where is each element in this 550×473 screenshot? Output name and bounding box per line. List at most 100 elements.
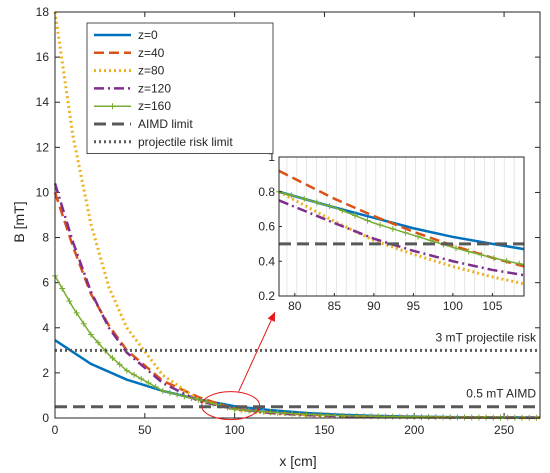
legend-marker-plus — [109, 103, 116, 110]
series-marker-plus — [310, 411, 317, 418]
series-marker-plus — [432, 414, 439, 421]
inset-y-tick-label: 0.6 — [258, 220, 275, 234]
inset-series-marker-plus — [516, 260, 523, 267]
series-marker-plus — [87, 331, 94, 338]
series-marker-plus — [281, 410, 288, 417]
legend-label-4: z=160 — [138, 99, 171, 113]
y-tick-label: 0 — [42, 411, 49, 425]
inset-x-tick-label: 100 — [443, 299, 463, 313]
inset-series-marker-plus — [490, 255, 497, 262]
series-marker-plus — [274, 409, 281, 416]
series-marker-plus — [253, 408, 260, 415]
series-marker-plus — [447, 414, 454, 421]
y-tick-label: 2 — [42, 366, 49, 380]
inset-y-tick-label: 0.2 — [258, 289, 275, 303]
series-marker-plus — [267, 409, 274, 416]
inset-x-tick-label: 90 — [367, 299, 381, 313]
series-marker-plus — [303, 411, 310, 418]
legend-label-2: z=80 — [138, 64, 165, 78]
inset-x-tick-label: 85 — [328, 299, 342, 313]
x-tick-label: 150 — [314, 423, 334, 437]
x-tick-label: 200 — [404, 423, 424, 437]
series-marker-plus — [66, 298, 73, 305]
series-marker-plus — [174, 391, 181, 398]
legend-label-5: AIMD limit — [138, 117, 193, 131]
series-marker-plus — [425, 414, 432, 421]
inset-background — [279, 157, 524, 296]
legend-label-3: z=120 — [138, 81, 171, 95]
y-axis-label: B [mT] — [11, 201, 27, 242]
series-marker-plus — [418, 413, 425, 420]
series-marker-plus — [166, 389, 173, 396]
series-marker-plus — [159, 387, 166, 394]
annotations: 3 mT projectile risk 0.5 mT AIMD — [436, 330, 537, 400]
highlight-arrowhead — [267, 312, 275, 322]
y-tick-label: 6 — [42, 276, 49, 290]
series-marker-plus — [382, 413, 389, 420]
series-marker-plus — [95, 339, 102, 346]
series-marker-plus — [375, 413, 382, 420]
series-marker-plus — [317, 411, 324, 418]
series-marker-plus — [468, 414, 475, 421]
series-marker-plus — [332, 412, 339, 419]
inset-series-marker-plus — [503, 257, 510, 264]
series-marker-plus — [389, 413, 396, 420]
inset-y-tick-label: 0.8 — [258, 185, 275, 199]
series-marker-plus — [260, 408, 267, 415]
inset-plot: 80 85 90 95 100 105 0.2 0.4 0.6 0.8 1 — [258, 150, 525, 313]
inset-series-marker-plus — [415, 233, 422, 240]
main-plot-area: 0 50 100 150 200 250 0 2 4 6 8 10 12 14 16 18 — [36, 5, 541, 437]
series-marker-plus — [210, 400, 217, 407]
series-marker-plus — [246, 407, 252, 414]
legend-label-1: z=40 — [138, 46, 165, 60]
inset-x-tick-label: 95 — [407, 299, 421, 313]
inset-series-marker-plus — [453, 245, 460, 252]
highlight-arrow — [238, 311, 276, 392]
series-marker-plus — [396, 413, 403, 420]
inset-series-marker-plus — [377, 221, 384, 228]
series-marker-plus — [138, 375, 145, 382]
series-marker-plus — [461, 414, 468, 421]
inset-series-marker-plus — [288, 192, 295, 199]
x-tick-label: 0 — [52, 423, 59, 437]
inset-series-marker-plus — [389, 225, 396, 232]
inset-series-marker-plus — [301, 195, 308, 202]
series-marker-plus — [109, 355, 116, 362]
series-marker-plus — [440, 414, 446, 421]
series-marker-plus — [59, 285, 66, 292]
y-tick-label: 8 — [42, 231, 49, 245]
inset-x-tick-label: 105 — [482, 299, 502, 313]
x-tick-label: 100 — [225, 423, 245, 437]
series-marker-plus — [145, 379, 152, 386]
inset-series-marker-plus — [402, 229, 409, 236]
legend-label-0: z=0 — [138, 28, 158, 42]
legend: z=0 z=40 z=80 z=120 z=160 AIMD limit projectil… — [86, 22, 274, 155]
y-tick-label: 10 — [36, 185, 50, 199]
annotation-aimd: 0.5 mT AIMD — [466, 387, 536, 401]
inset-y-tick-label: 1 — [268, 150, 275, 164]
y-tick-label: 12 — [36, 140, 50, 154]
inset-series-line-2 — [278, 190, 525, 286]
y-tick-label: 18 — [36, 5, 50, 19]
inset-series-marker-plus — [364, 217, 371, 224]
series-marker-plus — [404, 413, 411, 420]
series-marker-plus — [195, 396, 202, 403]
x-axis-label: x [cm] — [279, 453, 316, 469]
axes-box — [54, 11, 541, 419]
series-marker-plus — [131, 371, 138, 378]
series-marker-plus — [296, 410, 303, 417]
highlight-ellipse — [201, 391, 261, 421]
legend-label-6: projectile risk limit — [138, 135, 233, 149]
series-marker-plus — [325, 412, 332, 419]
inset-series-marker-plus — [465, 248, 472, 255]
x-tick-label: 250 — [494, 423, 514, 437]
series-marker-plus — [123, 367, 130, 374]
highlight-ellipse-arrow — [201, 311, 276, 421]
series-marker-plus — [188, 395, 195, 402]
series-marker-plus — [80, 320, 87, 327]
series-marker-plus — [411, 413, 418, 420]
series-marker-plus — [289, 410, 296, 417]
series-marker-plus — [73, 309, 80, 316]
inset-series-marker-plus — [351, 212, 358, 219]
